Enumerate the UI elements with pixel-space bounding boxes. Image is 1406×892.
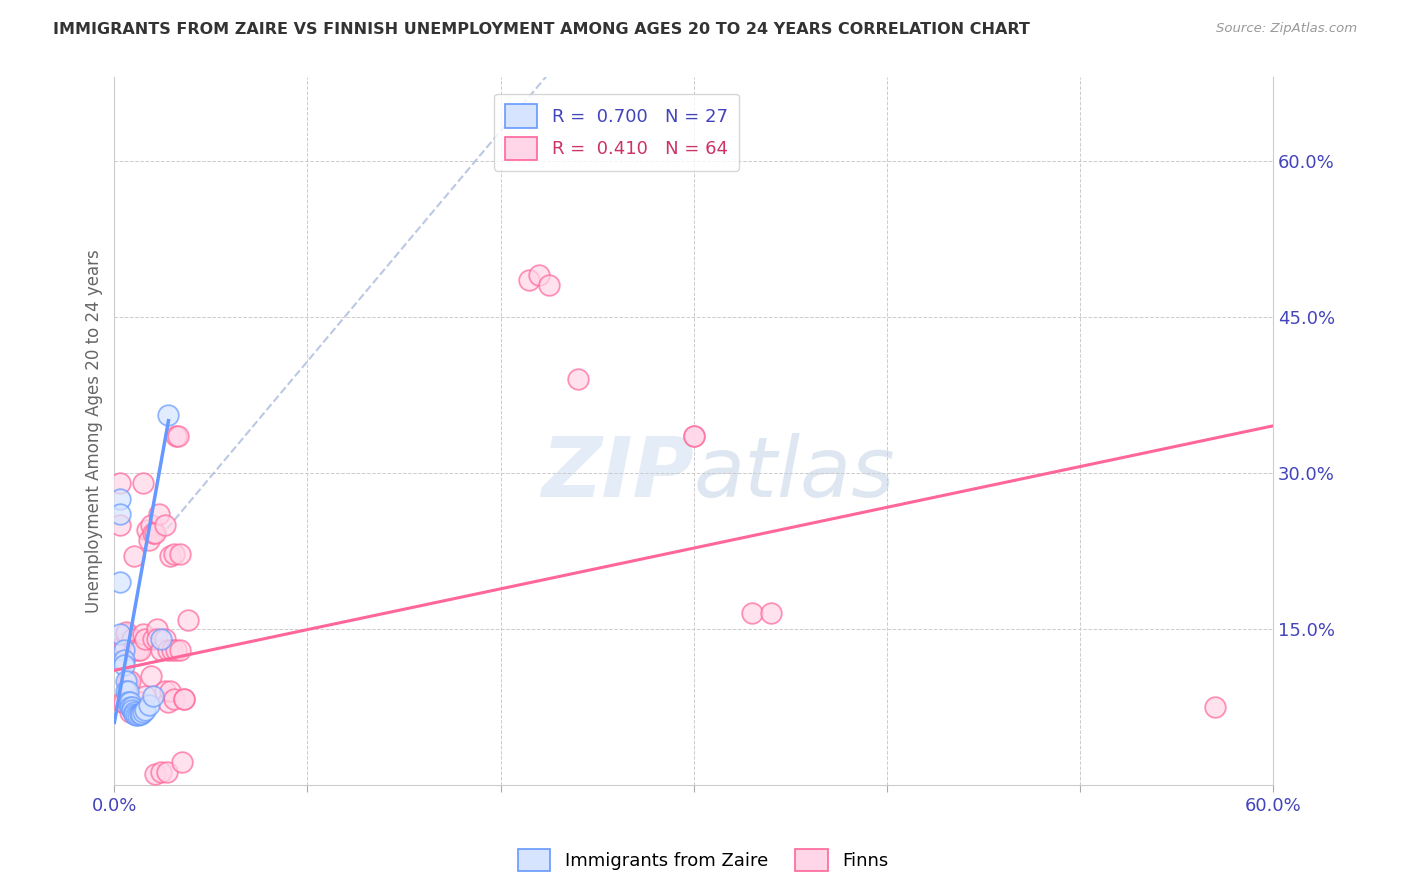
Point (155, 765, 177, 780)
Point (162, 642, 184, 657)
Legend: R =  0.700   N = 27, R =  0.410   N = 64: R = 0.700 N = 27, R = 0.410 N = 64 (494, 94, 738, 170)
Point (173, 692, 195, 706)
Text: IMMIGRANTS FROM ZAIRE VS FINNISH UNEMPLOYMENT AMONG AGES 20 TO 24 YEARS CORRELAT: IMMIGRANTS FROM ZAIRE VS FINNISH UNEMPLO… (53, 22, 1031, 37)
Point (128, 642, 150, 657)
Point (159, 549, 181, 563)
Point (134, 690, 156, 704)
Point (142, 690, 165, 704)
Point (132, 476, 155, 491)
Point (165, 429, 187, 443)
Point (149, 642, 172, 657)
Point (127, 708, 149, 723)
Point (132, 627, 155, 641)
Point (759, 606, 782, 620)
Point (142, 632, 165, 647)
Point (741, 606, 763, 620)
Point (112, 658, 135, 673)
Point (108, 476, 131, 491)
Point (112, 637, 135, 651)
Point (134, 703, 156, 717)
Text: Source: ZipAtlas.com: Source: ZipAtlas.com (1216, 22, 1357, 36)
Point (122, 706, 145, 721)
Text: atlas: atlas (693, 433, 896, 514)
Point (108, 642, 131, 657)
Point (153, 517, 176, 532)
Point (169, 547, 191, 561)
Point (682, 429, 704, 443)
Point (163, 692, 186, 706)
Point (146, 622, 169, 636)
Point (177, 614, 200, 628)
Point (148, 508, 170, 522)
Point (118, 705, 141, 719)
Point (115, 684, 138, 698)
Point (132, 705, 155, 719)
Point (149, 632, 172, 647)
Point (138, 698, 160, 712)
Point (157, 642, 180, 657)
Point (115, 627, 138, 641)
Point (157, 694, 180, 708)
Point (537, 278, 560, 293)
Point (122, 642, 145, 657)
Point (127, 642, 149, 657)
Point (118, 699, 141, 714)
Point (143, 767, 166, 781)
Point (128, 694, 150, 708)
Point (143, 526, 166, 541)
Point (118, 694, 141, 708)
Point (128, 706, 150, 721)
Point (108, 574, 131, 589)
Point (136, 523, 159, 537)
Point (1204, 699, 1226, 714)
Point (139, 517, 162, 532)
Point (142, 526, 165, 541)
Point (112, 642, 135, 657)
Point (134, 632, 156, 647)
Point (138, 533, 160, 548)
Point (131, 706, 153, 721)
Point (682, 429, 704, 443)
Point (157, 409, 180, 423)
Point (527, 268, 550, 282)
Point (122, 549, 145, 563)
Point (122, 705, 145, 719)
Point (117, 673, 139, 688)
Point (115, 673, 138, 688)
Point (121, 703, 143, 717)
Point (567, 372, 589, 386)
Point (163, 547, 186, 561)
Point (149, 765, 172, 780)
Point (115, 624, 138, 639)
Point (121, 699, 143, 714)
Point (165, 642, 187, 657)
Point (167, 429, 190, 443)
Point (117, 694, 139, 708)
Point (173, 692, 195, 706)
Legend: Immigrants from Zaire, Finns: Immigrants from Zaire, Finns (510, 842, 896, 879)
Point (108, 491, 131, 506)
Point (108, 627, 131, 641)
Point (519, 273, 541, 287)
Point (118, 673, 141, 688)
Point (112, 694, 135, 708)
Text: ZIP: ZIP (541, 433, 693, 514)
Point (111, 694, 134, 708)
Point (117, 684, 139, 698)
Point (122, 705, 145, 719)
Point (159, 684, 181, 698)
Y-axis label: Unemployment Among Ages 20 to 24 years: Unemployment Among Ages 20 to 24 years (86, 249, 103, 613)
Point (146, 632, 169, 647)
Point (108, 508, 131, 522)
Point (124, 708, 146, 723)
Point (108, 517, 131, 532)
Point (112, 653, 135, 667)
Point (170, 755, 193, 769)
Point (153, 684, 176, 698)
Point (153, 632, 176, 647)
Point (121, 632, 143, 647)
Point (139, 668, 162, 682)
Point (169, 642, 191, 657)
